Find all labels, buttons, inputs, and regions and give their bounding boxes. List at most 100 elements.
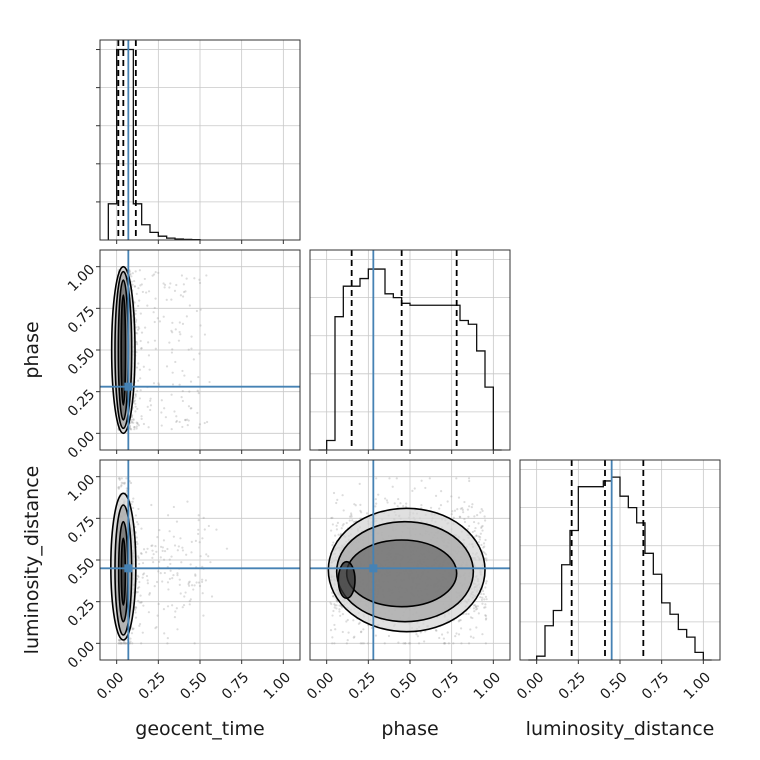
scatter-point: [156, 614, 159, 617]
scatter-point: [138, 327, 141, 330]
scatter-point: [122, 642, 126, 645]
hist-panel-luminosity_distance: [519, 459, 721, 664]
scatter-point: [166, 642, 169, 645]
scatter-point: [331, 544, 334, 547]
scatter-point: [152, 553, 155, 556]
scatter-point: [402, 505, 405, 508]
scatter-point: [157, 271, 160, 274]
scatter-point: [148, 592, 151, 595]
scatter-point: [481, 602, 484, 605]
scatter-point: [474, 526, 477, 530]
scatter-point: [186, 418, 189, 421]
scatter-point: [120, 642, 123, 645]
scatter-point: [147, 354, 151, 357]
scatter-point: [485, 557, 488, 560]
truth-marker: [369, 564, 378, 573]
scatter-point: [455, 477, 458, 480]
scatter-point: [162, 539, 166, 542]
scatter-point: [334, 534, 337, 537]
scatter-point: [333, 606, 336, 609]
scatter-point: [182, 603, 186, 607]
scatter-point: [179, 333, 182, 336]
scatter-point: [345, 620, 348, 623]
scatter-point: [151, 544, 154, 547]
scatter-point: [345, 642, 348, 645]
scatter-point: [393, 502, 396, 505]
scatter-point: [134, 514, 138, 517]
scatter-point: [137, 555, 140, 558]
scatter-point: [461, 506, 464, 510]
panel-content: [100, 460, 300, 660]
scatter-point: [166, 514, 170, 517]
scatter-point: [192, 358, 195, 361]
scatter-point: [178, 583, 181, 586]
scatter-point: [131, 628, 134, 631]
scatter-point: [134, 405, 137, 408]
scatter-point: [162, 558, 166, 561]
scatter-point: [172, 574, 175, 577]
scatter-point: [169, 562, 172, 566]
scatter-point: [168, 341, 171, 344]
scatter-point: [365, 512, 369, 515]
scatter-point: [468, 524, 471, 528]
scatter-point: [335, 607, 338, 610]
scatter-point: [345, 521, 348, 525]
scatter-point: [131, 283, 134, 286]
scatter-point: [188, 390, 191, 393]
scatter-point: [404, 642, 407, 645]
scatter-point: [145, 574, 149, 578]
scatter-point: [175, 283, 178, 287]
scatter-point: [423, 640, 426, 643]
scatter-point: [142, 604, 145, 607]
scatter-point: [162, 315, 165, 318]
scatter-point: [128, 424, 132, 427]
scatter-point: [123, 482, 126, 485]
scatter-point: [163, 286, 166, 289]
scatter-point: [135, 292, 138, 295]
scatter-point: [153, 339, 157, 342]
scatter-point: [176, 573, 179, 577]
scatter-point: [459, 516, 462, 519]
y-tick-label: 0.00: [65, 428, 98, 461]
scatter-point: [153, 584, 156, 588]
scatter-point: [455, 632, 458, 635]
scatter-point: [443, 642, 446, 645]
scatter-point: [170, 298, 173, 301]
scatter-point: [470, 506, 473, 509]
scatter-point: [125, 487, 128, 490]
scatter-point: [340, 527, 343, 530]
scatter-point: [189, 380, 193, 383]
scatter-point: [204, 579, 208, 582]
scatter-point: [468, 479, 471, 483]
scatter-point: [476, 607, 479, 610]
scatter-point: [353, 635, 356, 638]
scatter-point: [460, 642, 463, 645]
scatter-point: [178, 321, 181, 324]
panel-content: [100, 250, 300, 450]
scatter-point: [467, 477, 471, 480]
scatter-point: [178, 383, 181, 386]
scatter-point: [429, 506, 433, 509]
scatter-point: [195, 581, 198, 584]
scatter-point: [333, 623, 336, 627]
scatter-point: [202, 516, 205, 519]
scatter-point: [332, 491, 336, 495]
scatter-point: [359, 503, 362, 506]
scatter-point: [484, 586, 487, 589]
scatter-point: [482, 542, 486, 545]
scatter-point: [439, 490, 443, 493]
scatter-point: [481, 509, 484, 512]
scatter-point: [152, 273, 156, 276]
scatter-point: [155, 625, 158, 629]
scatter-point: [452, 642, 455, 645]
scatter-point: [120, 484, 123, 487]
scatter-point: [458, 515, 461, 518]
scatter-point: [403, 642, 407, 645]
scatter-point: [332, 541, 335, 544]
scatter-point: [140, 347, 143, 350]
scatter-point: [477, 540, 481, 544]
scatter-point: [190, 347, 193, 350]
scatter-point: [331, 636, 334, 639]
scatter-point: [480, 543, 483, 547]
scatter-point: [458, 619, 461, 622]
